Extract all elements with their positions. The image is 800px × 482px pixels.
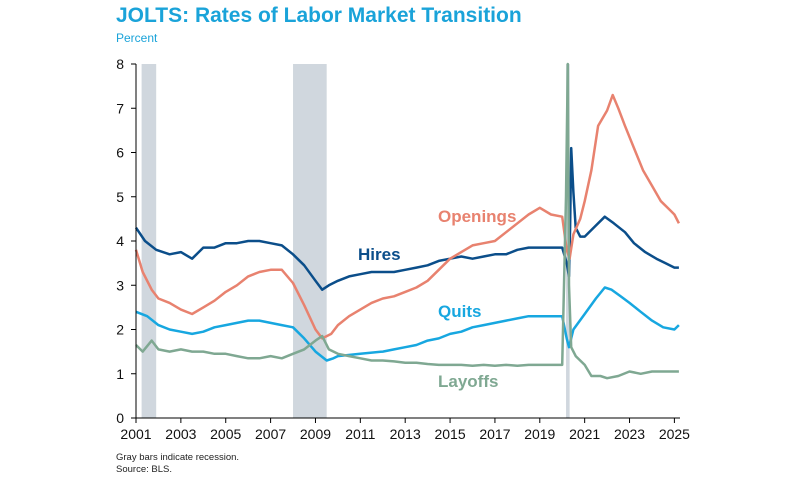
series-label-openings: Openings (438, 207, 516, 226)
y-tick-label: 5 (116, 189, 124, 205)
x-tick-label: 2001 (120, 426, 151, 442)
x-tick-label: 2019 (524, 426, 555, 442)
recession-note: Gray bars indicate recession. (116, 452, 240, 463)
recession-bars (141, 64, 570, 418)
y-tick-label: 3 (116, 277, 124, 293)
series-label-layoffs: Layoffs (438, 372, 498, 391)
series-line-quits (135, 286, 680, 362)
x-tick-label: 2021 (569, 426, 600, 442)
recession-bar-1 (293, 64, 327, 418)
x-tick-label: 2025 (659, 426, 690, 442)
x-tick-label: 2013 (390, 426, 421, 442)
chart-subtitle: Percent (116, 31, 158, 45)
footnotes: Gray bars indicate recession. Source: BL… (116, 452, 239, 476)
x-tick-label: 2011 (345, 426, 375, 442)
x-tick-label: 2023 (614, 426, 645, 442)
x-tick-label: 2015 (434, 426, 465, 442)
y-tick-label: 0 (116, 410, 124, 426)
x-tick-label: 2005 (210, 426, 241, 442)
tick-labels: 0 1 2 3 4 5 6 7 8 2001 2003 2005 2007 2009 2011 2013 201… (116, 56, 690, 442)
x-tick-label: 2007 (255, 426, 286, 442)
y-tick-label: 2 (116, 322, 124, 338)
y-tick-label: 4 (116, 233, 124, 249)
source-note: Source: BLS. (116, 464, 172, 475)
series-label-quits: Quits (438, 302, 481, 321)
y-tick-label: 8 (116, 56, 124, 72)
series-lines (134, 62, 681, 380)
y-tick-label: 1 (116, 366, 124, 382)
series-line-hires (134, 146, 679, 291)
x-tick-label: 2009 (300, 426, 331, 442)
series-label-hires: Hires (358, 245, 401, 264)
chart-title: JOLTS: Rates of Labor Market Transition (116, 4, 522, 27)
x-tick-label: 2003 (165, 426, 196, 442)
y-tick-label: 7 (116, 100, 124, 116)
recession-bar-0 (141, 64, 157, 418)
series-labels: Openings Hires Quits Layoffs (358, 207, 516, 391)
x-tick-label: 2017 (479, 426, 510, 442)
series-line-layoffs (135, 62, 679, 380)
axes (135, 64, 680, 419)
series-line-openings (134, 93, 681, 340)
y-tick-label: 6 (116, 145, 124, 161)
